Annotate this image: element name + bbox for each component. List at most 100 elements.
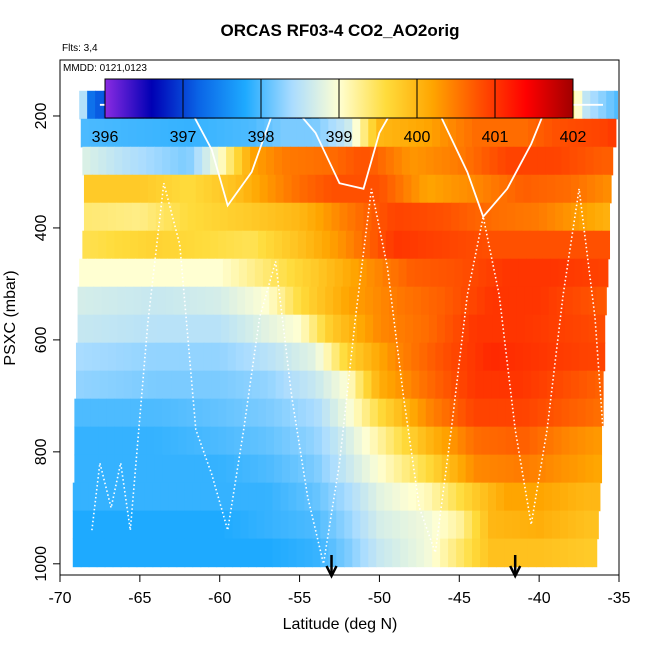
heatmap-cell [481,426,491,456]
heatmap-cell [101,286,111,316]
heatmap-cell [483,370,492,400]
heatmap-cell [82,230,91,260]
heatmap-cell [598,258,607,288]
heatmap-cell [511,538,521,568]
heatmap-cell [397,286,406,316]
heatmap-cell [289,426,299,456]
heatmap-cell [496,482,505,512]
heatmap-cell [275,342,285,372]
heatmap-cell [141,286,151,316]
heatmap-cell [226,230,235,260]
heatmap-cell [475,202,484,232]
heatmap-cell [467,202,476,232]
heatmap-cell [535,118,545,148]
heatmap-cell [219,370,229,400]
heatmap-cell [508,314,518,344]
heatmap-cell [106,454,115,484]
heatmap-cell [521,398,531,428]
heatmap-cell [88,538,98,568]
heatmap-cell [192,482,202,512]
heatmap-cell [385,146,395,176]
heatmap-cell [171,370,181,400]
heatmap-cell [216,482,226,512]
heatmap-cell [210,398,219,428]
heatmap-cell [304,510,313,540]
heatmap-cell [535,538,545,568]
heatmap-cell [283,202,293,232]
heatmap-cell [328,538,337,568]
heatmap-cell [189,286,198,316]
heatmap-cell [323,342,333,372]
heatmap-cell [499,342,508,372]
heatmap-cell [481,146,491,176]
heatmap-cell [468,286,478,316]
heatmap-cell [408,510,417,540]
heatmap-cell [136,538,146,568]
heatmap-cell [408,538,417,568]
heatmap-cell [315,174,325,204]
heatmap-cell [275,202,285,232]
heatmap-cell [107,202,117,232]
heatmap-cell [555,370,564,400]
heatmap-cell [387,174,396,204]
heatmap-cell [489,454,499,484]
heatmap-cell [138,146,147,176]
heatmap-cell [438,258,448,288]
heatmap-cell [448,510,457,540]
heatmap-cell [384,482,393,512]
heatmap-cell [294,258,304,288]
colorbar-tick-label: 399 [326,129,353,146]
x-tick-label: -65 [128,590,151,607]
heatmap-cell [245,286,254,316]
heatmap-cell [352,510,361,540]
heatmap-cell [384,118,393,148]
heatmap-cell [248,538,258,568]
heatmap-cell [572,286,582,316]
heatmap-cell [577,454,587,484]
heatmap-cell [206,258,216,288]
heatmap-cell [368,482,377,512]
heatmap-cell [580,314,590,344]
heatmap-cell [95,258,104,288]
heatmap-cell [395,370,404,400]
heatmap-cell [424,482,433,512]
heatmap-cell [526,258,535,288]
heatmap-cell [112,118,122,148]
heatmap-cell [481,230,491,260]
heatmap-cell [532,286,542,316]
heatmap-cell [234,454,243,484]
heatmap-cell [478,258,488,288]
heatmap-cell [539,342,548,372]
heatmap-cell [535,482,545,512]
heatmap-cell [561,146,571,176]
heatmap-cell [382,258,392,288]
heatmap-cell [345,454,355,484]
heatmap-cell [130,146,139,176]
heatmap-cell [392,118,401,148]
heatmap-cell [179,202,189,232]
heatmap-cell [545,146,555,176]
heatmap-cell [208,482,218,512]
heatmap-cell [575,482,585,512]
heatmap-cell [250,426,259,456]
heatmap-cell [307,370,317,400]
heatmap-cell [484,286,494,316]
heatmap-cell [240,538,250,568]
heatmap-cell [240,510,250,540]
heatmap-cell [448,118,457,148]
heatmap-cell [540,314,550,344]
heatmap-cell [577,146,587,176]
heatmap-cell [91,202,101,232]
heatmap-cell [155,370,165,400]
heatmap-cell [301,314,310,344]
heatmap-cell [167,258,176,288]
heatmap-cell [419,370,428,400]
heatmap-cell [473,146,483,176]
heatmap-cell [601,230,611,260]
heatmap-cell [184,482,194,512]
heatmap-cell [361,230,371,260]
heatmap-cell [505,454,515,484]
heatmap-cell [443,202,452,232]
heatmap-cell [120,118,130,148]
